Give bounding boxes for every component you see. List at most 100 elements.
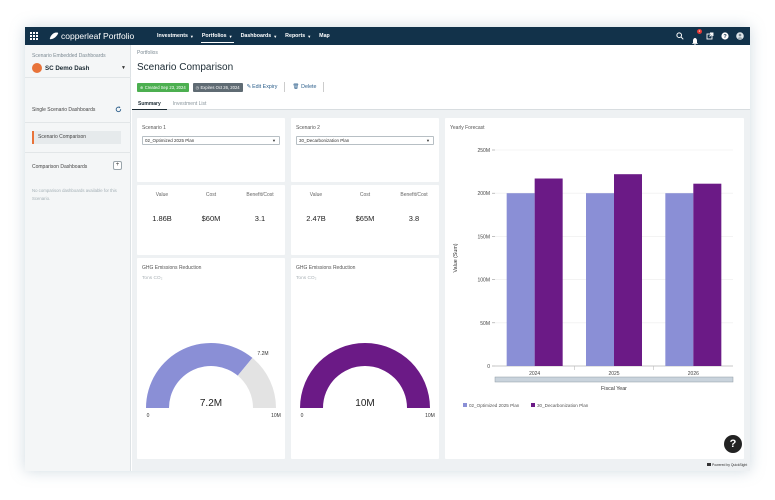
scenario-2-ghg-card: GHG Emissions Reduction Tons CO₂ 10M 0 10M [291, 258, 439, 459]
add-dashboard-button[interactable]: + [113, 161, 122, 170]
single-scenario-dashboards-label: Single Scenario Dashboards [32, 107, 96, 113]
svg-text:?: ? [723, 34, 727, 40]
bell-icon[interactable]: 2 [691, 29, 702, 45]
header-icons: 2 ? [676, 27, 744, 45]
pencil-icon: ✎ [246, 84, 252, 90]
scenario-1-selector-card: Scenario 1 02_Optimized 2025 Plan ▼ [137, 118, 285, 182]
gauge-value-arc [146, 343, 253, 408]
nav-item-dashboards[interactable]: Dashboards ▼ [240, 33, 278, 39]
app-window: copperleaf Portfolio Investments ▼ Portfol… [25, 27, 750, 471]
scenario-1-title: Scenario 1 [142, 125, 166, 131]
legend-swatch [463, 403, 467, 407]
app-grid-icon[interactable] [25, 27, 43, 45]
gauge-value-label: 7.2M [200, 398, 222, 409]
chevron-down-icon: ▼ [272, 138, 276, 143]
bar-2024-series-1[interactable] [506, 193, 535, 366]
gauge-max-label: 10M [271, 413, 281, 419]
divider [25, 77, 131, 78]
scenario-2-gauge: 10M 0 10M [300, 343, 435, 419]
refresh-icon[interactable] [115, 106, 122, 113]
tab-investment-list[interactable]: Investment List [172, 101, 207, 107]
bar-2025-series-1[interactable] [586, 193, 614, 366]
kpi-value: Value 2.47B [306, 192, 326, 223]
bar-2026-series-1[interactable] [665, 193, 694, 366]
caret-down-icon: ▼ [228, 33, 233, 39]
scenario-2-select[interactable]: 30_Decarbonization Plan ▼ [296, 136, 434, 145]
scenario-2-title: Scenario 2 [296, 125, 320, 131]
user-avatar-icon[interactable] [736, 32, 744, 40]
nav-item-portfolios[interactable]: Portfolios ▼ [198, 27, 237, 45]
sidebar-section-label: Scenario Embedded Dashboards [32, 53, 106, 59]
x-tick-label: 2026 [688, 371, 699, 377]
external-link-icon[interactable] [706, 32, 714, 40]
quicksight-icon [707, 463, 711, 466]
breadcrumb[interactable]: Portfolios [137, 50, 158, 56]
main-content: Portfolios Scenario Comparison ⊕ Created… [132, 45, 750, 471]
scenario-1-select[interactable]: 02_Optimized 2025 Plan ▼ [142, 136, 280, 145]
ghg-unit: Tons CO₂ [296, 276, 317, 281]
main-menu: Investments ▼ Portfolios ▼ Dashboards ▼ Report… [153, 27, 334, 45]
chevron-down-icon[interactable]: ▼ [121, 65, 126, 71]
help-icon[interactable]: ? [721, 32, 729, 40]
nav-item-investments[interactable]: Investments ▼ [157, 33, 194, 39]
powered-by: Powered by QuickSight [707, 463, 747, 467]
scenario-2-kpi-card: Value 2.47B Cost $65M Benefit/Cost 3.8 [291, 185, 439, 255]
gauge-value-arc [300, 343, 430, 408]
kpi-benefit-cost: Benefit/Cost 3.8 [400, 192, 428, 223]
ghg-unit: Tons CO₂ [142, 276, 163, 281]
y-axis-label: Value (Sum) [453, 243, 459, 272]
brand-logo[interactable]: copperleaf Portfolio [49, 31, 149, 41]
leaf-icon [49, 32, 59, 40]
y-tick-label: 100M [477, 278, 490, 284]
caret-down-icon: ▼ [307, 33, 312, 39]
gauge-value-label: 10M [355, 398, 374, 409]
delete-button[interactable]: 🗑 Delete [292, 84, 317, 90]
nav-item-reports[interactable]: Reports ▼ [285, 33, 312, 39]
kpi-value: Value 1.86B [152, 192, 172, 223]
nav-item-map[interactable]: Map [319, 33, 330, 39]
tab-bar: Summary Investment List [132, 99, 750, 110]
dashboard-name: SC Demo Dash [45, 64, 90, 72]
gauge-max-label: 10M [425, 413, 435, 419]
kpi-benefit-cost: Benefit/Cost 3.1 [246, 192, 274, 223]
gauge-min-label: 0 [301, 413, 304, 419]
x-tick-label: 2024 [529, 371, 540, 377]
brand-name: copperleaf Portfolio [61, 31, 135, 41]
top-navigation: copperleaf Portfolio Investments ▼ Portfol… [25, 27, 750, 45]
scenario-2-selector-card: Scenario 2 30_Decarbonization Plan ▼ [291, 118, 439, 182]
search-icon[interactable] [676, 32, 684, 40]
y-tick-label: 250M [477, 148, 490, 154]
divider [284, 82, 286, 92]
bar-2026-series-2[interactable] [693, 183, 722, 366]
gauge-remaining-arc [237, 357, 276, 408]
x-scrollbar[interactable] [494, 376, 734, 383]
page-title: Scenario Comparison [137, 62, 234, 73]
sidebar-item-scenario-comparison[interactable]: Scenario Comparison [32, 131, 121, 144]
divider [25, 122, 131, 123]
caret-down-icon: ▼ [189, 33, 194, 39]
y-tick-label: 200M [477, 191, 490, 197]
scenario-1-ghg-card: GHG Emissions Reduction Tons CO₂ 7.2M 0 10… [137, 258, 285, 459]
legend-label: 30_Decarbonization Plan [537, 403, 589, 408]
help-button[interactable]: ? [724, 435, 742, 453]
chart-title: Yearly Forecast [450, 125, 485, 131]
scenario-1-kpi-card: Value 1.86B Cost $60M Benefit/Cost 3.1 [137, 185, 285, 255]
bar-2024-series-2[interactable] [534, 178, 563, 366]
header-actions: ⊕ Created Sep 23, 2024 ◷ Expires Oct 26,… [137, 82, 327, 92]
chevron-down-icon: ▼ [426, 138, 430, 143]
created-badge: ⊕ Created Sep 23, 2024 [137, 82, 189, 92]
kpi-cost: Cost $60M [201, 192, 221, 223]
sidebar: Scenario Embedded Dashboards SC Demo Das… [25, 45, 131, 471]
dashboard-selector[interactable]: SC Demo Dash ▼ [32, 63, 126, 73]
bar-2025-series-2[interactable] [614, 174, 642, 366]
trash-icon: 🗑 [292, 84, 300, 90]
dashboard-avatar-icon [32, 63, 42, 73]
x-tick-label: 2025 [608, 371, 619, 377]
y-tick-label: 150M [477, 234, 490, 240]
empty-message: No comparison dashboards available for t… [32, 188, 117, 201]
edit-expiry-button[interactable]: ✎ Edit Expiry [246, 84, 278, 90]
tab-summary[interactable]: Summary [132, 99, 167, 110]
yearly-forecast-chart: 0 50M 100M 150M 200M 250M 2024 2025 2026 Fiscal Y… [453, 148, 734, 408]
scenario-1-gauge: 7.2M 0 10M 7.2M [146, 343, 281, 419]
expires-badge: ◷ Expires Oct 26, 2024 [192, 82, 243, 92]
